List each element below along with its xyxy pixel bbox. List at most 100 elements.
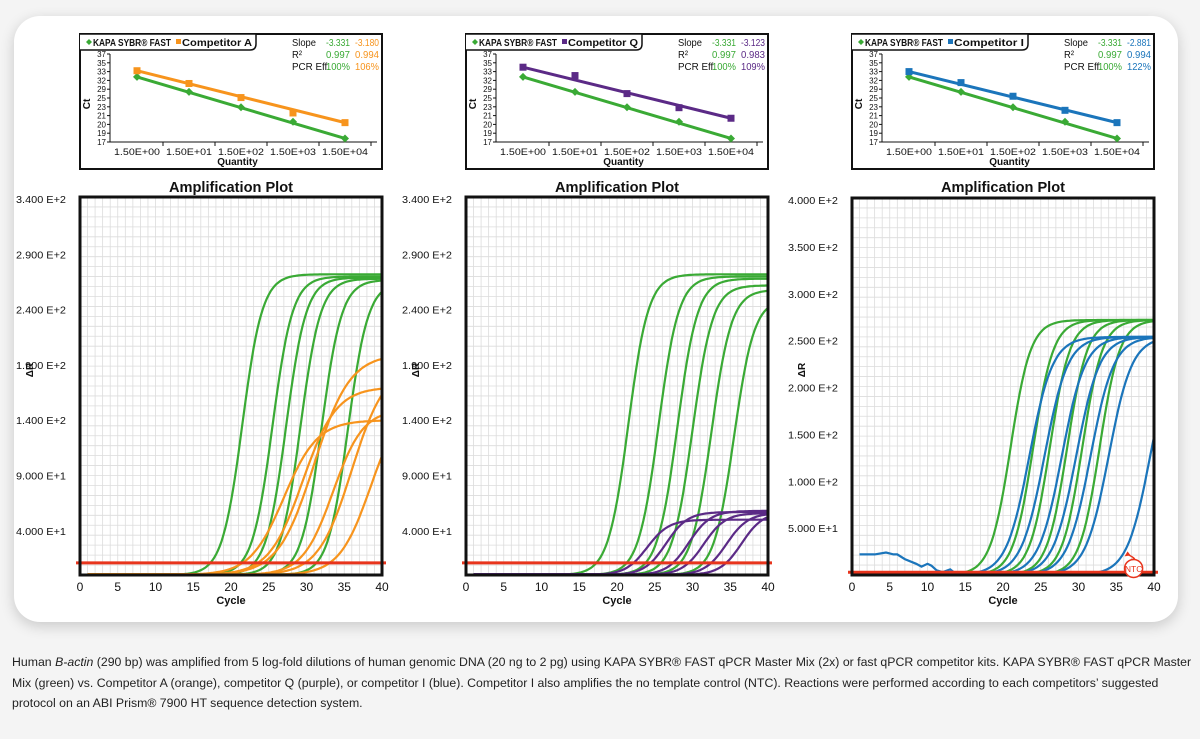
- y-tick-label: 33: [483, 68, 492, 77]
- x-tick-label: 1.50E+03: [270, 147, 316, 158]
- x-tick-label: 1.50E+02: [218, 147, 264, 158]
- x-tick-label: 40: [1147, 580, 1161, 594]
- data-point: [341, 134, 349, 143]
- data-point: [519, 63, 527, 71]
- y-tick-label: 9.000 E+1: [16, 471, 66, 483]
- data-point: [727, 134, 735, 143]
- data-point: [571, 87, 579, 96]
- x-axis-label: Quantity: [217, 157, 258, 168]
- y-tick-label: 35: [869, 59, 878, 68]
- plot-frame: [464, 195, 770, 577]
- x-axis-label: Quantity: [989, 157, 1030, 168]
- y-tick-label: 33: [869, 68, 878, 77]
- x-tick-label: 5: [500, 580, 507, 594]
- data-point: [237, 94, 245, 102]
- y-tick-label: 37: [483, 50, 492, 59]
- data-point: [623, 103, 631, 112]
- legend: KAPA SYBR® FAST Competitor Q: [466, 33, 643, 51]
- standard-curve-frame: [465, 33, 769, 170]
- y-tick-label: 19: [97, 129, 106, 138]
- y-tick-label: 21: [483, 112, 492, 121]
- data-point: [571, 72, 579, 80]
- legend-marker-diamond-icon: [472, 39, 478, 45]
- grid: [466, 197, 768, 575]
- y-tick-label: 20: [483, 120, 492, 129]
- y-axis-label: Ct: [468, 98, 479, 109]
- ntc-label: NTC: [1125, 564, 1142, 574]
- x-tick-label: 1.50E+03: [1042, 147, 1088, 158]
- x-tick-label: 0: [849, 580, 856, 594]
- legend-label: Competitor A: [182, 37, 252, 49]
- data-point: [133, 72, 141, 81]
- x-tick-label: 5: [114, 580, 121, 594]
- standard-curve-chart-competitor-q: KAPA SYBR® FAST Competitor Q Slope -3.331 -3…: [465, 33, 769, 170]
- stats-value-competitor: 0.983: [741, 50, 765, 61]
- x-tick-label: 0: [77, 580, 84, 594]
- x-tick-label: 15: [573, 580, 587, 594]
- y-tick-label: 33: [97, 68, 106, 77]
- data-point: [185, 87, 193, 96]
- data-point: [289, 109, 297, 117]
- x-tick-label: 1.50E+02: [604, 147, 650, 158]
- y-tick-label: 17: [869, 138, 878, 147]
- x-tick-label: 30: [1072, 580, 1086, 594]
- stats-value-competitor: -2.881: [1127, 38, 1151, 49]
- legend-box: [466, 33, 643, 51]
- x-tick-label: 20: [224, 580, 238, 594]
- y-axis-label: ΔR: [411, 362, 422, 377]
- y-tick-label: 25: [483, 94, 492, 103]
- data-point: [1113, 119, 1121, 127]
- y-tick-label: 3.500 E+2: [788, 242, 838, 254]
- stats-label: Slope: [292, 38, 316, 49]
- x-tick-label: 1.50E+03: [656, 147, 702, 158]
- data-point: [957, 79, 965, 87]
- legend-box: [852, 33, 1029, 51]
- x-tick-label: 1.50E+01: [938, 147, 984, 158]
- y-axis-label: Ct: [82, 98, 93, 109]
- data-point: [727, 114, 735, 122]
- plot-frame: [78, 195, 384, 577]
- x-tick-label: 1.50E+04: [1094, 147, 1140, 158]
- stats-value-kapa: 0.997: [712, 50, 736, 61]
- ntc-curve: [859, 551, 966, 575]
- stats-table: Slope -3.331 -3.123 R² 0.997 0.983 PCR Eff.100…: [678, 38, 765, 73]
- y-axis-label: Ct: [854, 98, 865, 109]
- y-tick-label: 2.500 E+2: [788, 336, 838, 348]
- amplification-chart-competitor-q: Amplification Plot 4.000 E+1 9.000 E+1 1.40…: [402, 179, 775, 607]
- stats-label: R²: [292, 50, 303, 61]
- legend-label: Competitor Q: [568, 37, 638, 49]
- data-point: [237, 103, 245, 112]
- y-tick-label: 5.000 E+1: [788, 523, 838, 535]
- legend-label: KAPA SYBR® FAST: [479, 37, 557, 49]
- data-point: [623, 90, 631, 98]
- x-tick-label: 25: [648, 580, 662, 594]
- y-tick-label: 2.900 E+2: [16, 249, 66, 261]
- x-tick-label: 10: [921, 580, 935, 594]
- standard-curve-frame: [79, 33, 383, 170]
- y-tick-label: 17: [483, 138, 492, 147]
- stats-value-competitor: 0.994: [355, 50, 379, 61]
- x-tick-label: 15: [959, 580, 973, 594]
- legend-label: KAPA SYBR® FAST: [93, 37, 171, 49]
- y-tick-label: 2.400 E+2: [16, 305, 66, 317]
- chart-title: Amplification Plot: [169, 179, 293, 196]
- legend: KAPA SYBR® FAST Competitor A: [80, 33, 257, 51]
- x-tick-label: 1.50E+00: [886, 147, 932, 158]
- y-tick-label: 29: [869, 85, 878, 94]
- y-tick-label: 2.000 E+2: [788, 383, 838, 395]
- y-tick-label: 35: [483, 59, 492, 68]
- data-point: [289, 117, 297, 126]
- legend-marker-square-icon: [562, 39, 567, 44]
- y-tick-label: 1.500 E+2: [788, 429, 838, 441]
- x-axis-label: Quantity: [603, 157, 644, 168]
- x-axis-label: Cycle: [988, 595, 1017, 607]
- data-point: [341, 119, 349, 127]
- figure-caption: Human B-actin (290 bp) was amplified fro…: [12, 652, 1192, 714]
- legend-marker-diamond-icon: [858, 39, 864, 45]
- x-tick-label: 10: [149, 580, 163, 594]
- y-tick-label: 23: [869, 103, 878, 112]
- stats-value-competitor: -3.180: [355, 38, 379, 49]
- stats-table: Slope -3.331 -2.881 R² 0.997 0.994 PCR Eff.100…: [1064, 38, 1151, 73]
- x-tick-label: 0: [463, 580, 470, 594]
- stats-value-kapa: -3.331: [326, 38, 350, 49]
